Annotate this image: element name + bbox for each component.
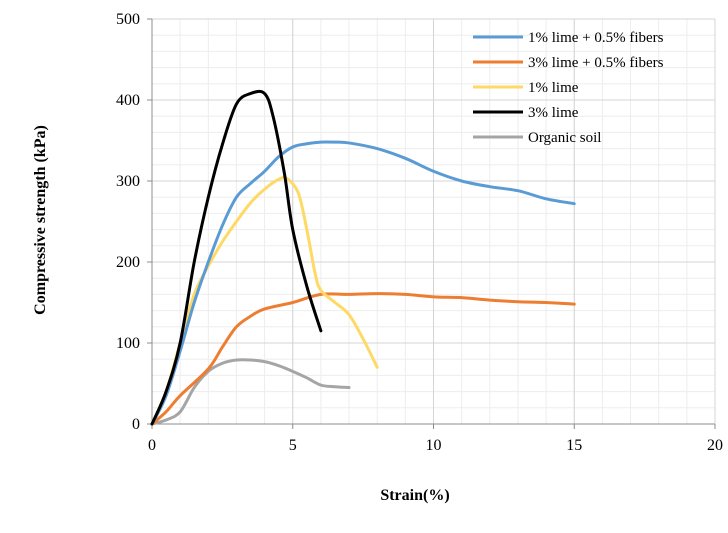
axes (147, 18, 716, 429)
series-line-1-lime-0-5-fibers (150, 140, 576, 426)
x-axis-title: Strain(%) (380, 487, 449, 504)
y-tick-label: 300 (116, 173, 140, 190)
series-line-3-lime-0-5-fibers (150, 292, 576, 426)
series-line-3-lime (150, 89, 323, 426)
y-axis-title: Compressive strength (kPa) (32, 125, 49, 315)
legend-label-1-lime: 1% lime (528, 80, 579, 96)
x-tick-label: 15 (566, 437, 582, 454)
series-line-1-lime (150, 175, 379, 426)
legend-label-3-lime: 3% lime (528, 105, 579, 121)
legend-label-3-lime-0-5-fibers: 3% lime + 0.5% fibers (528, 55, 664, 71)
x-tick-label: 10 (426, 437, 442, 454)
y-tick-label: 500 (116, 11, 140, 28)
x-tick-label: 5 (289, 437, 297, 454)
y-tick-label: 400 (116, 92, 140, 109)
x-tick-label: 20 (707, 437, 723, 454)
series-line-organic-soil (150, 358, 351, 426)
x-tick-label: 0 (148, 437, 156, 454)
y-tick-label: 0 (132, 416, 140, 433)
legend-label-1-lime-0-5-fibers: 1% lime + 0.5% fibers (528, 30, 664, 46)
grid (151, 18, 716, 425)
legend-label-organic-soil: Organic soil (528, 130, 601, 146)
series-lines (150, 89, 576, 426)
y-tick-label: 100 (116, 335, 140, 352)
legend: 1% lime + 0.5% fibers 3% lime + 0.5% fibe… (473, 30, 664, 146)
y-tick-label: 200 (116, 254, 140, 271)
